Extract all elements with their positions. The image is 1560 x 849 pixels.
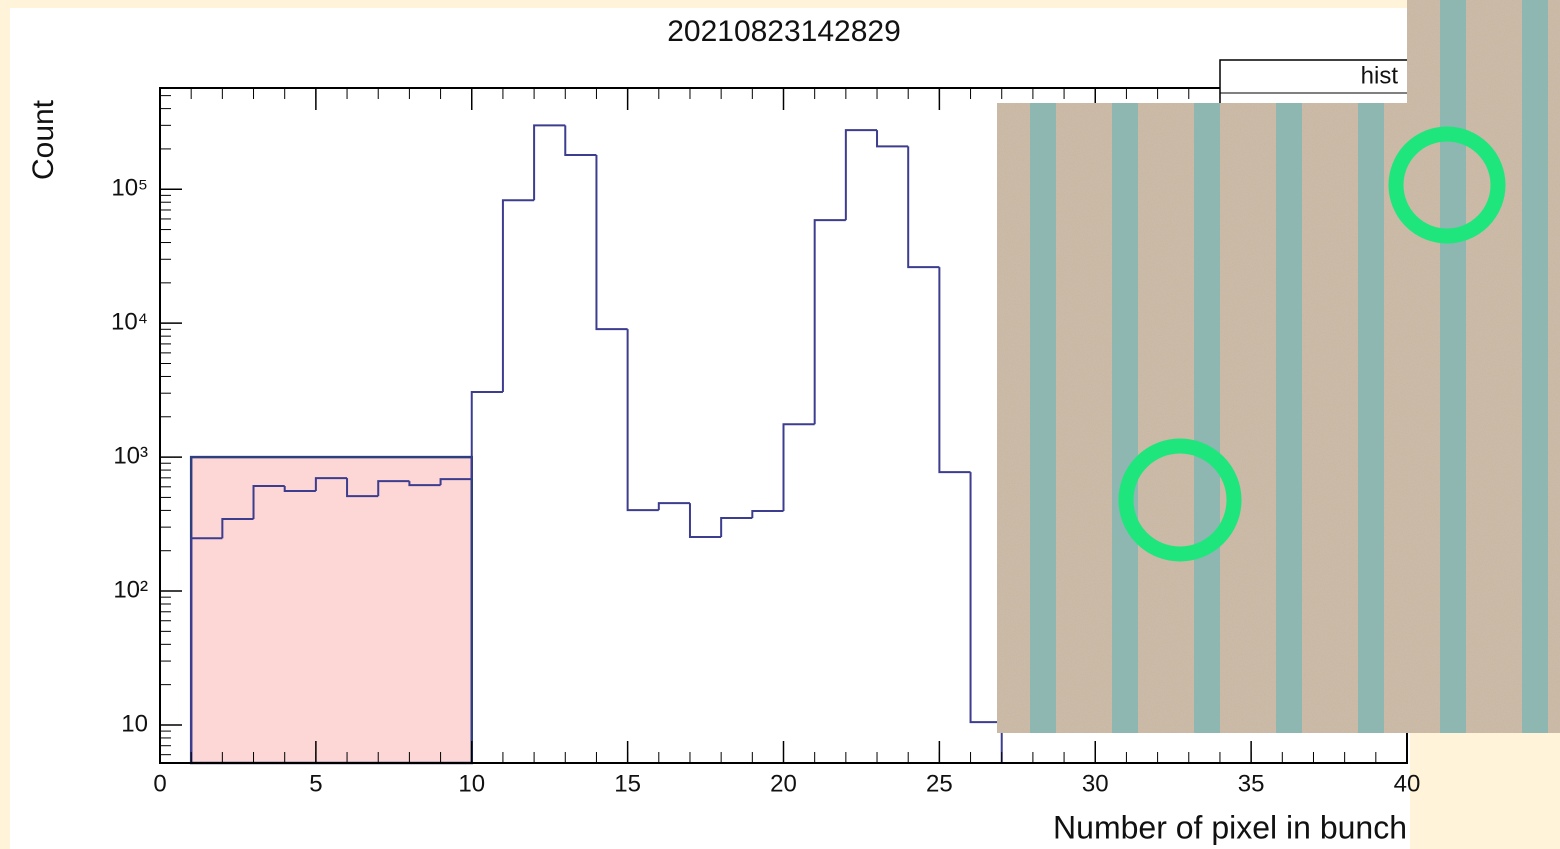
histogram-bin	[782, 423, 815, 511]
highlight-region	[189, 455, 474, 765]
histogram-bin	[907, 146, 940, 269]
histogram-bin	[283, 486, 316, 493]
histogram-bin	[377, 480, 410, 497]
y-tick-label: 10⁵	[111, 175, 148, 202]
histogram-bin	[844, 129, 878, 221]
histogram-bin	[408, 481, 441, 487]
histogram-bin	[657, 502, 690, 511]
histogram-bin	[813, 219, 846, 425]
x-tick-label: 40	[1394, 770, 1421, 797]
histogram-bin	[252, 485, 285, 520]
y-tick-label: 10³	[113, 442, 148, 469]
histogram-bin	[501, 199, 535, 393]
histogram-bin	[720, 516, 753, 538]
histogram-bin	[314, 477, 348, 492]
x-axis-label: Number of pixel in bunch	[1053, 809, 1407, 845]
photo-overlay	[997, 0, 1560, 733]
histogram-bin	[346, 478, 379, 498]
stats-title: hist	[1361, 62, 1399, 89]
x-tick-label: 10	[458, 770, 485, 797]
x-tick-label: 15	[614, 770, 641, 797]
y-tick-label: 10	[121, 710, 148, 737]
chart-title: 20210823142829	[667, 15, 901, 48]
x-tick-label: 20	[770, 770, 797, 797]
x-tick-label: 0	[153, 770, 166, 797]
histogram-bin	[564, 125, 597, 157]
x-tick-label: 30	[1082, 770, 1109, 797]
plot: 0 5 10 15 20 25 30 35 40 10 10² 10³ 10⁴ 10⁵	[111, 87, 1421, 797]
histogram-bin	[938, 267, 971, 474]
histogram-bin	[439, 478, 472, 486]
histogram-bin	[969, 472, 1002, 724]
histogram-bin	[470, 391, 503, 480]
x-tick-label: 5	[309, 770, 322, 797]
x-tick-label: 35	[1238, 770, 1265, 797]
histogram-bin	[221, 518, 254, 539]
histogram-bin	[688, 503, 722, 539]
histogram-bin	[190, 537, 223, 763]
histogram-bin	[751, 509, 784, 518]
y-tick-label: 10²	[113, 576, 148, 603]
histogram-bin	[626, 329, 659, 512]
histogram-bin	[876, 130, 909, 148]
y-tick-label: 10⁴	[111, 309, 148, 336]
y-axis-label: Count	[27, 99, 60, 180]
histogram-bin	[533, 124, 566, 201]
x-tick-label: 25	[926, 770, 953, 797]
histogram-bin	[595, 155, 628, 331]
